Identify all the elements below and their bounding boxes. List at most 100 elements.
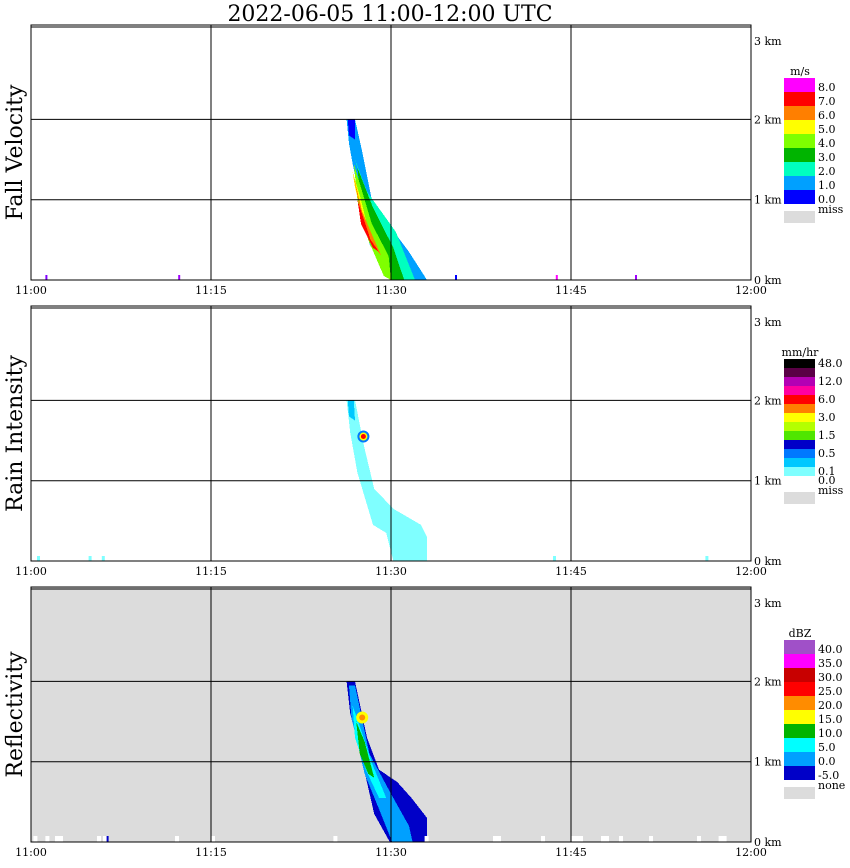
panel-rain-intensity: 0 km 1 km 2 km 3 km 11:00 11:15 11:30 11:45 12:0… [3,305,844,578]
surface-pixel [553,556,556,561]
x-tick-label: 12:00 [735,565,767,578]
echo-region [353,163,391,280]
colorbar-swatch [784,148,815,162]
echo-rain-intensity [37,400,709,561]
surface-pixel [211,836,215,842]
surface-pixel [45,275,48,280]
colorbar-swatch [784,710,815,724]
colorbar-missing-swatch [784,211,815,223]
panel-label: Reflectivity [3,651,28,778]
y-tick-label: 3 km [754,597,782,610]
colorbar-swatch [784,78,815,92]
surface-pixel [55,836,63,842]
echo-region [357,167,405,280]
colorbar-label: 20.0 [818,699,843,712]
colorbar-swatch [784,404,815,413]
y-tick-label: 3 km [754,35,782,48]
echo-region [349,685,413,842]
colorbar-label: 30.0 [818,671,843,684]
x-tick-label: 12:00 [735,846,767,859]
colorbar-swatch [784,106,815,120]
colorbar-swatch [784,766,815,780]
colorbar-missing-label: none [818,779,845,792]
colorbar-label: 12.0 [818,375,843,388]
chart-title: 2022-06-05 11:00-12:00 UTC [227,2,553,27]
intensity-core [360,434,366,440]
colorbar-label: -5.0 [818,769,839,782]
colorbar-swatch [784,395,815,404]
colorbar-missing-swatch [784,492,815,504]
colorbar-label: 3.0 [818,151,836,164]
x-tick-label: 11:00 [15,284,47,297]
surface-pixel [571,836,583,842]
x-tick-label: 11:15 [195,284,227,297]
colorbar-swatch [784,134,815,148]
surface-pixel [493,836,501,842]
colorbar-swatch [784,176,815,190]
colorbar-label: 4.0 [818,137,836,150]
plot-frame [30,305,752,562]
panel-label: Rain Intensity [3,354,28,511]
colorbar-label: 1.0 [818,179,836,192]
x-tick-label: 11:30 [375,565,407,578]
colorbar-label: 1.5 [818,429,836,442]
x-tick-label: 11:30 [375,284,407,297]
colorbar-swatch [784,422,815,431]
colorbar-swatch [784,458,815,467]
surface-pixel [88,556,92,561]
colorbar-swatch [784,640,815,654]
x-tick-label: 11:15 [195,565,227,578]
echo-reflectivity [33,681,727,842]
colorbar-label: 2.0 [818,165,836,178]
y-tick-label: 0 km [754,274,782,287]
x-tick-label: 11:45 [555,565,587,578]
x-tick-label: 11:00 [15,565,47,578]
colorbar-missing-label: miss [818,203,844,216]
colorbar-label: 5.0 [818,741,836,754]
surface-pixel [101,556,105,561]
colorbar-swatch [784,190,815,204]
colorbar-swatch [784,386,815,395]
surface-pixel [424,836,429,842]
x-tick-label: 11:00 [15,846,47,859]
surface-pixel [106,836,109,842]
y-tick-label: 2 km [754,675,782,688]
colorbar-label: 40.0 [818,643,843,656]
colorbar-unit: dBZ [789,627,812,640]
y-tick-label: 1 km [754,756,782,769]
colorbar-swatch [784,368,815,377]
colorbar-swatch [784,92,815,106]
surface-pixel [45,836,50,842]
reflectivity-core [359,714,366,721]
colorbar-label: 6.0 [818,393,836,406]
colorbar-swatch [784,696,815,710]
colorbar-label: 0.0 [818,474,836,487]
colorbar-swatch [784,162,815,176]
colorbar-missing-swatch [784,787,815,799]
colorbar-label: 8.0 [818,81,836,94]
x-tick-label: 12:00 [735,284,767,297]
echo-region [347,400,355,421]
colorbar-label: 6.0 [818,109,836,122]
echo-region [346,400,427,561]
surface-pixel [619,836,623,842]
surface-pixel [97,836,101,842]
y-tick-label: 0 km [754,836,782,849]
plot-frame [30,586,752,843]
echo-region [356,721,375,778]
surface-pixel [601,836,609,842]
x-tick-label: 11:15 [195,846,227,859]
y-tick-label: 0 km [754,555,782,568]
colorbar-label: 35.0 [818,657,843,670]
surface-pixel [635,275,637,280]
surface-pixel [33,836,38,842]
colorbar-label: 15.0 [818,713,843,726]
plot-frame [30,24,752,281]
colorbar-label: 25.0 [818,685,843,698]
surface-pixel [555,275,558,280]
colorbar-label: 0.0 [818,193,836,206]
surface-pixel [175,836,179,842]
surface-pixel [705,556,709,561]
x-tick-label: 11:45 [555,284,587,297]
x-tick-label: 11:30 [375,846,407,859]
